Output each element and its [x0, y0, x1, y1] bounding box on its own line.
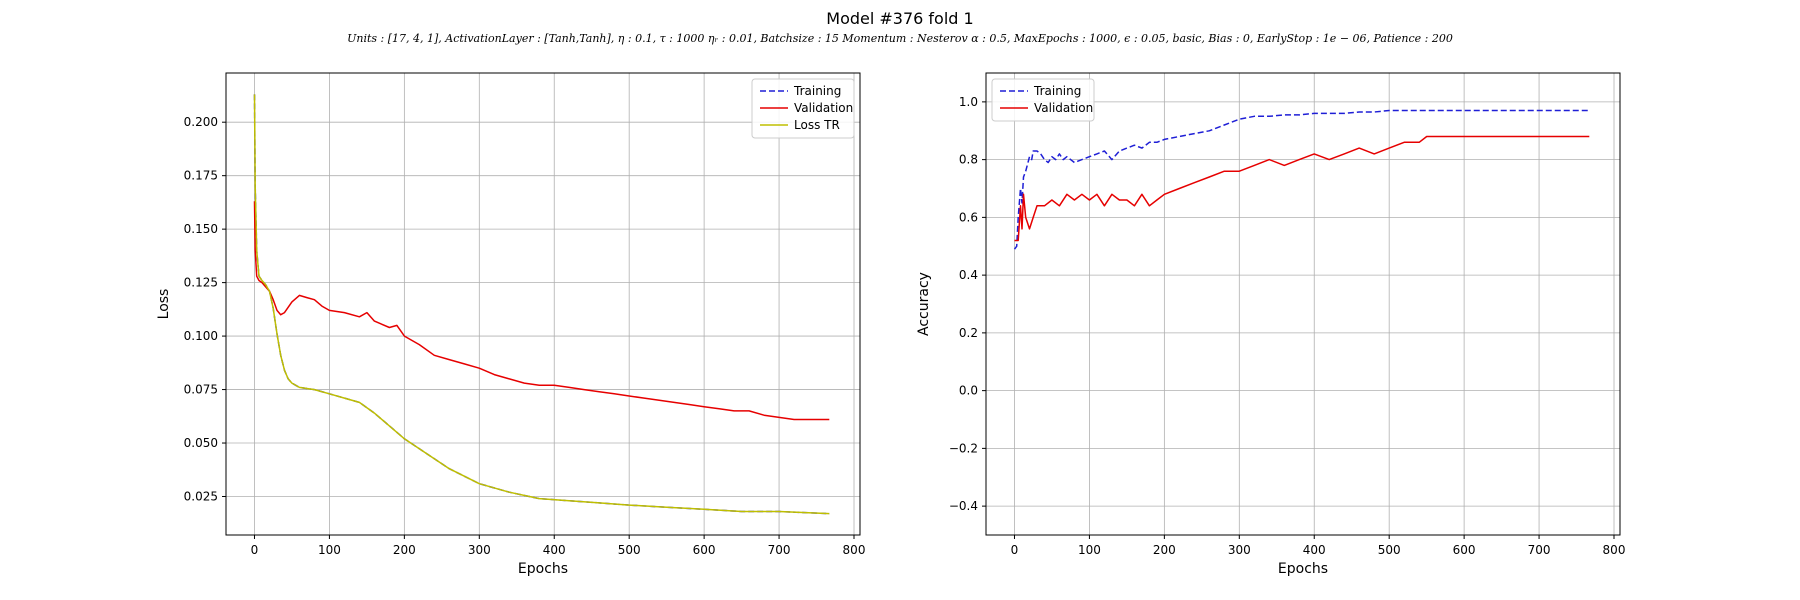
plots-container: 0 100 200 300 400 500 600 700 800 0.025 0.050 0.075… [156, 72, 1626, 577]
x-tick-label: 600 [1453, 543, 1476, 557]
plot-area [986, 73, 1620, 535]
x-tick-label: 300 [468, 543, 491, 557]
y-tick-label: 0.025 [184, 490, 218, 504]
chart-2: 0 100 200 300 400 500 600 700 800 −0.4 −0.2 0.0 0.2 0… [916, 72, 1626, 577]
x-tick-label: 0 [251, 543, 259, 557]
legend-label: Loss TR [794, 118, 840, 132]
y-tick-label: −0.2 [949, 441, 978, 455]
x-tick-label: 100 [1078, 543, 1101, 557]
plot-area [226, 73, 860, 535]
series-line-loss-tr [253, 94, 830, 515]
legend-label: Training [793, 84, 841, 98]
x-tick-label: 300 [1228, 543, 1251, 557]
legend: Training Validation [991, 78, 1095, 122]
x-axis-label: Epochs [1278, 561, 1328, 577]
y-tick-label: 0.200 [184, 115, 218, 129]
x-tick-label: 700 [768, 543, 791, 557]
x-tick-label: 800 [1603, 543, 1626, 557]
x-tick-label: 200 [393, 543, 416, 557]
x-tick-label: 500 [618, 543, 641, 557]
x-axis-label: Epochs [518, 561, 568, 577]
x-tick-label: 800 [843, 543, 866, 557]
legend: Training Validation Loss TR [751, 78, 855, 139]
series-line-training [1013, 109, 1590, 250]
figure-title: Model #376 fold 1 [826, 9, 973, 28]
axes-frame [225, 72, 861, 536]
axes-frame [985, 72, 1621, 536]
x-tick-label: 700 [1528, 543, 1551, 557]
x-tick-label: 200 [1153, 543, 1176, 557]
y-tick-label: 0.050 [184, 436, 218, 450]
y-tick-label: 0.100 [184, 329, 218, 343]
legend-label: Validation [1034, 101, 1093, 115]
y-tick-label: 0.2 [959, 326, 978, 340]
x-tick-label: 400 [1303, 543, 1326, 557]
x-tick-label: 0 [1011, 543, 1019, 557]
y-tick-label: 0.175 [184, 169, 218, 183]
y-axis-label: Accuracy [916, 272, 932, 336]
series-line-validation [1014, 135, 1590, 242]
x-tick-label: 600 [693, 543, 716, 557]
y-tick-label: 0.0 [959, 384, 978, 398]
chart-1: 0 100 200 300 400 500 600 700 800 0.025 0.050 0.075… [156, 72, 866, 577]
legend-box [991, 78, 1095, 122]
x-tick-label: 100 [318, 543, 341, 557]
y-tick-label: −0.4 [949, 499, 978, 513]
gridlines [986, 73, 1620, 535]
legend-box [751, 78, 855, 139]
legend-label: Validation [794, 101, 853, 115]
y-axis-label: Loss [156, 289, 172, 320]
series-line-validation [253, 201, 830, 421]
y-tick-label: 0.125 [184, 276, 218, 290]
y-tick-label: 0.4 [959, 268, 978, 282]
y-tick-label: 0.150 [184, 222, 218, 236]
legend-label: Training [1033, 84, 1081, 98]
x-tick-label: 500 [1378, 543, 1401, 557]
y-tick-label: 0.8 [959, 153, 978, 167]
x-tick-label: 400 [543, 543, 566, 557]
figure-subtitle: Units : [17, 4, 1], ActivationLayer : [T… [347, 32, 1453, 45]
y-tick-label: 0.075 [184, 383, 218, 397]
y-tick-label: 1.0 [959, 95, 978, 109]
y-tick-label: 0.6 [959, 210, 978, 224]
